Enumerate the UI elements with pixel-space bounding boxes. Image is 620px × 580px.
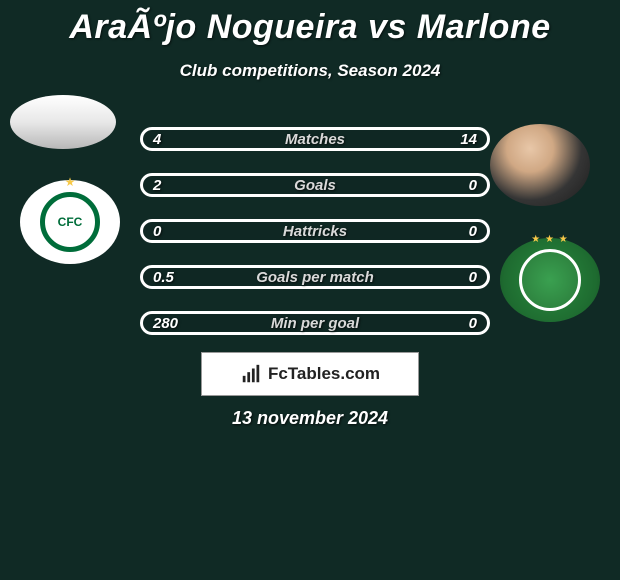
player-avatar-right	[490, 124, 590, 206]
stat-row: 0.5 Goals per match 0	[140, 265, 490, 289]
stat-row: 280 Min per goal 0	[140, 311, 490, 335]
stat-left-value: 0.5	[153, 269, 189, 286]
bar-chart-icon	[240, 363, 262, 385]
stat-left-value: 280	[153, 315, 189, 332]
stat-right-value: 0	[441, 315, 477, 332]
stat-row: 0 Hattricks 0	[140, 219, 490, 243]
stat-right-value: 0	[441, 269, 477, 286]
attribution-text: FcTables.com	[268, 364, 380, 384]
stat-row: 2 Goals 0	[140, 173, 490, 197]
stat-label: Hattricks	[283, 223, 347, 240]
subtitle: Club competitions, Season 2024	[0, 61, 620, 81]
star-icon: ★	[65, 175, 76, 189]
stat-label: Matches	[285, 131, 345, 148]
attribution-badge: FcTables.com	[201, 352, 419, 396]
page-title: AraÃºjo Nogueira vs Marlone	[0, 0, 620, 47]
stat-left-value: 0	[153, 223, 189, 240]
stat-right-value: 0	[441, 223, 477, 240]
stat-left-value: 2	[153, 177, 189, 194]
stats-table: 4 Matches 14 2 Goals 0 0 Hattricks 0 0.5…	[140, 127, 490, 357]
stat-left-value: 4	[153, 131, 189, 148]
stat-right-value: 0	[441, 177, 477, 194]
stat-label: Goals per match	[256, 269, 374, 286]
stat-row: 4 Matches 14	[140, 127, 490, 151]
stat-right-value: 14	[441, 131, 477, 148]
date-text: 13 november 2024	[232, 408, 388, 429]
star-icon: ★ ★ ★	[531, 234, 568, 245]
team-badge-left-text: CFC	[58, 215, 83, 229]
stat-label: Min per goal	[271, 315, 359, 332]
stat-label: Goals	[294, 177, 336, 194]
team-badge-right: ★ ★ ★	[500, 238, 600, 322]
player-avatar-left	[10, 95, 116, 149]
team-badge-left: ★ CFC	[20, 180, 120, 264]
